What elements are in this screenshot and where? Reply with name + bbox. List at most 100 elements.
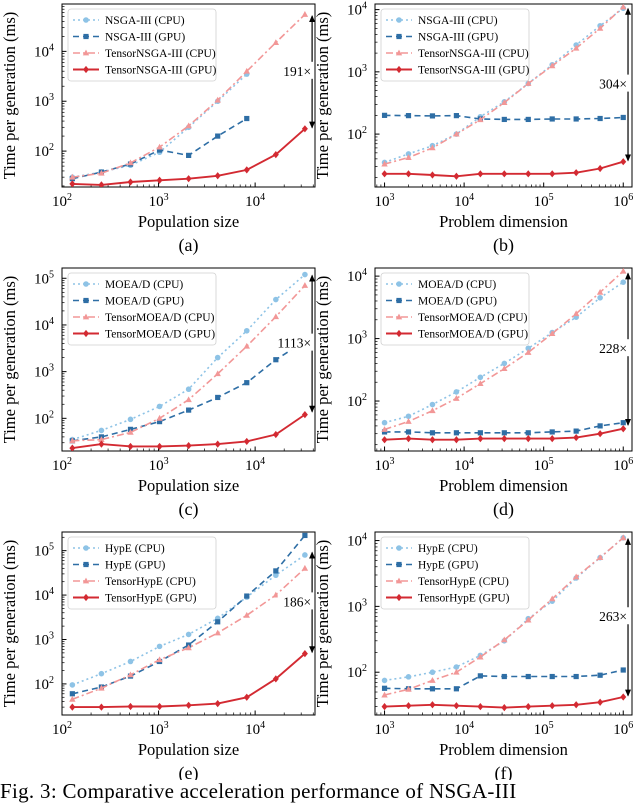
data-point <box>596 288 604 295</box>
speedup-label: 186× <box>283 594 311 609</box>
data-point <box>302 552 308 558</box>
data-point <box>69 437 76 444</box>
series-line <box>72 567 306 701</box>
series-line <box>384 537 624 696</box>
data-point <box>549 170 556 178</box>
series-tensor_cpu <box>381 534 627 698</box>
x-axis-label: Problem dimension <box>439 740 568 759</box>
data-point <box>597 423 603 429</box>
x-tick-label: 105 <box>534 720 554 738</box>
series-cpu_baseline <box>69 71 250 180</box>
data-point <box>69 703 76 711</box>
panel-label: (b) <box>493 235 514 256</box>
speedup-label-bg <box>270 333 315 351</box>
figure-caption: Fig. 3: Comparative acceleration perform… <box>0 779 517 803</box>
chart-panel-d: 103 104 105 106 102 103 104 Problem dimension Ti… <box>313 267 633 520</box>
data-point <box>573 433 580 442</box>
speedup-label: 1113× <box>277 336 311 351</box>
data-point <box>214 629 221 636</box>
data-point <box>214 96 221 103</box>
data-point <box>156 419 163 425</box>
data-point <box>620 268 627 274</box>
legend-entry: HypE (GPU) <box>73 560 166 572</box>
y-tick-label: 102 <box>34 409 54 427</box>
y-tick-label: 102 <box>347 663 367 681</box>
legend-label: MOEA/D (GPU) <box>418 296 497 308</box>
x-tick-label: 103 <box>149 456 169 474</box>
data-point <box>301 650 308 658</box>
data-point <box>501 704 508 712</box>
plot-frame <box>61 3 316 188</box>
data-point <box>185 396 192 403</box>
panel-label: (c) <box>179 499 199 520</box>
y-tick-label: 105 <box>34 542 54 560</box>
data-point <box>381 691 388 698</box>
panel-label: (e) <box>179 763 199 780</box>
data-point <box>301 282 309 288</box>
data-point <box>381 685 388 691</box>
data-point <box>620 420 626 426</box>
speedup-label: 228× <box>599 341 627 356</box>
data-point <box>156 147 163 153</box>
legend-entry: TensorHypE (GPU) <box>73 593 197 605</box>
data-point <box>156 643 163 650</box>
data-point <box>156 702 163 711</box>
y-tick-label: 102 <box>347 392 367 410</box>
y-tick-label: 103 <box>347 330 367 348</box>
legend-label: TensorMOEA/D (CPU) <box>418 312 528 324</box>
data-point <box>477 116 484 123</box>
plot-frame <box>61 267 316 452</box>
legend: MOEA/D (CPU) MOEA/D (GPU) TensorMOEA/D (CP… <box>67 272 217 346</box>
data-point <box>597 115 603 122</box>
data-point <box>405 418 412 424</box>
data-point <box>215 619 221 625</box>
speedup-annotation: 186× <box>277 551 316 654</box>
x-tick-label: 105 <box>534 192 554 210</box>
speedup-label-bg <box>277 61 315 79</box>
x-axis-label: Problem dimension <box>439 212 568 231</box>
series-tensor_cpu <box>381 4 627 167</box>
data-point <box>597 164 604 173</box>
x-tick-label: 106 <box>613 456 633 474</box>
legend-label: MOEA/D (CPU) <box>418 279 496 291</box>
legend-label: TensorNSGA-III (CPU) <box>105 48 216 60</box>
data-point <box>98 181 105 187</box>
data-point <box>98 436 105 443</box>
data-point <box>597 294 603 301</box>
y-axis-label: Time per generation (ms) <box>313 276 332 444</box>
speedup-annotation: 228× <box>593 272 632 427</box>
series-line <box>384 537 624 682</box>
data-point <box>98 670 105 677</box>
data-point <box>301 564 309 571</box>
legend-marker <box>395 49 403 56</box>
data-point <box>127 658 134 665</box>
data-point <box>381 426 388 432</box>
legend-entry: TensorHypE (CPU) <box>73 576 196 588</box>
data-point <box>597 430 604 438</box>
data-point <box>69 444 76 451</box>
legend-marker <box>83 329 89 338</box>
legend-entry: TensorMOEA/D (GPU) <box>386 329 528 341</box>
data-point <box>156 176 163 184</box>
data-point <box>244 380 250 386</box>
panel-label: (f) <box>495 763 513 780</box>
x-tick-label: 103 <box>149 192 169 210</box>
data-point <box>185 386 192 393</box>
data-point <box>477 430 483 436</box>
panel-label: (d) <box>493 499 514 520</box>
data-point <box>127 159 134 166</box>
legend-label: TensorNSGA-III (CPU) <box>418 48 529 60</box>
data-point <box>214 370 221 377</box>
legend-marker <box>82 313 90 320</box>
speedup-label-bg <box>593 74 631 92</box>
data-point <box>405 702 412 710</box>
y-tick-label: 104 <box>34 42 54 60</box>
data-point <box>272 430 279 439</box>
data-point <box>185 442 192 450</box>
plot-frame <box>374 267 633 452</box>
legend-label: TensorMOEA/D (CPU) <box>105 312 215 324</box>
data-point <box>549 330 556 337</box>
data-point <box>244 115 250 122</box>
data-point <box>186 407 192 413</box>
panel-label: (a) <box>179 235 199 256</box>
